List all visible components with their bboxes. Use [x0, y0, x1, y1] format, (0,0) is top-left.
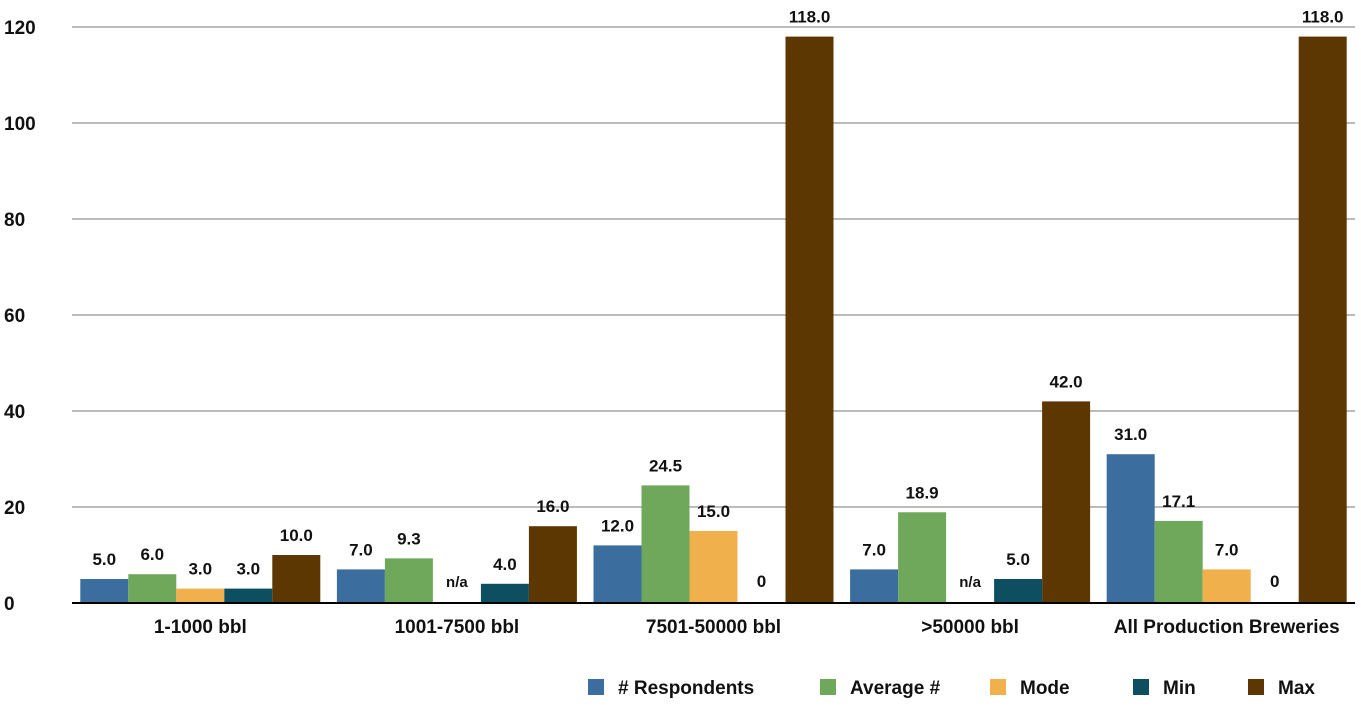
legend-label: Average #	[850, 678, 941, 699]
bar	[850, 569, 899, 603]
bar	[593, 545, 642, 603]
data-label: 42.0	[1050, 372, 1083, 391]
bar	[224, 588, 273, 603]
category-label: 7501-50000 bbl	[646, 617, 781, 638]
data-label: 24.5	[649, 456, 682, 475]
legend-label: Min	[1163, 678, 1196, 699]
data-label: 17.1	[1162, 492, 1195, 511]
category-label: All Production Breweries	[1114, 617, 1340, 638]
data-label: 7.0	[349, 540, 373, 559]
bar	[641, 485, 690, 603]
legend-swatch	[990, 679, 1006, 695]
legend-swatch	[1248, 679, 1264, 695]
legend-swatch	[820, 679, 836, 695]
y-tick-label: 20	[4, 498, 25, 519]
data-label: 5.0	[92, 550, 116, 569]
data-label: 10.0	[280, 526, 313, 545]
bar	[80, 579, 129, 603]
category-label: 1-1000 bbl	[154, 617, 247, 638]
category-label: 1001-7500 bbl	[395, 617, 520, 638]
bars	[80, 36, 1347, 604]
legend-swatch	[1133, 679, 1149, 695]
y-tick-label: 100	[4, 114, 36, 135]
data-label: n/a	[959, 574, 981, 591]
bar	[1106, 454, 1155, 603]
data-label: 7.0	[862, 540, 886, 559]
y-tick-label: 120	[4, 18, 36, 39]
bar	[898, 512, 947, 603]
bar	[1154, 520, 1203, 603]
bar	[336, 569, 385, 603]
data-label: 31.0	[1114, 425, 1147, 444]
category-label: >50000 bbl	[921, 617, 1019, 638]
bar	[1298, 36, 1347, 604]
data-label: 4.0	[493, 555, 517, 574]
bar	[480, 583, 529, 603]
gridlines	[72, 26, 1355, 508]
y-tick-label: 40	[4, 402, 25, 423]
y-axis-ticks: 0 20 40 60 80 100 120	[4, 18, 36, 615]
data-label: 18.9	[906, 483, 939, 502]
bar	[272, 555, 321, 603]
data-label: 0	[757, 572, 766, 591]
data-label: 15.0	[697, 502, 730, 521]
category-labels: 1-1000 bbl 1001-7500 bbl 7501-50000 bbl >50…	[154, 617, 1340, 638]
bar	[785, 36, 834, 604]
bar	[689, 531, 738, 603]
data-label: 3.0	[188, 560, 212, 579]
bar	[176, 588, 225, 603]
data-label: 118.0	[1302, 8, 1344, 27]
data-label: 5.0	[1006, 550, 1030, 569]
data-label: 0	[1270, 572, 1279, 591]
legend: # Respondents Average # Mode Min Max	[588, 678, 1315, 699]
y-tick-label: 80	[4, 210, 25, 231]
bar	[1202, 569, 1251, 603]
legend-label: # Respondents	[618, 678, 754, 699]
y-tick-label: 0	[4, 594, 15, 615]
legend-label: Max	[1278, 678, 1315, 699]
data-label: 7.0	[1215, 540, 1239, 559]
bar	[128, 574, 177, 603]
legend-label: Mode	[1020, 678, 1070, 699]
y-tick-label: 60	[4, 306, 25, 327]
data-label: 12.0	[601, 516, 634, 535]
data-label: 3.0	[236, 560, 260, 579]
data-labels: 5.0 6.0 3.0 3.0 10.0 7.0 9.3 n/a 4.0 16.0 12.0 24.5…	[92, 8, 1343, 591]
bar	[994, 579, 1043, 603]
data-label: 6.0	[140, 545, 164, 564]
data-label: 9.3	[397, 529, 421, 548]
bar	[384, 558, 433, 603]
bar	[528, 526, 577, 603]
bar	[1042, 401, 1091, 603]
data-label: n/a	[446, 574, 468, 591]
legend-swatch	[588, 679, 604, 695]
data-label: 16.0	[536, 497, 569, 516]
data-label: 118.0	[789, 8, 831, 27]
